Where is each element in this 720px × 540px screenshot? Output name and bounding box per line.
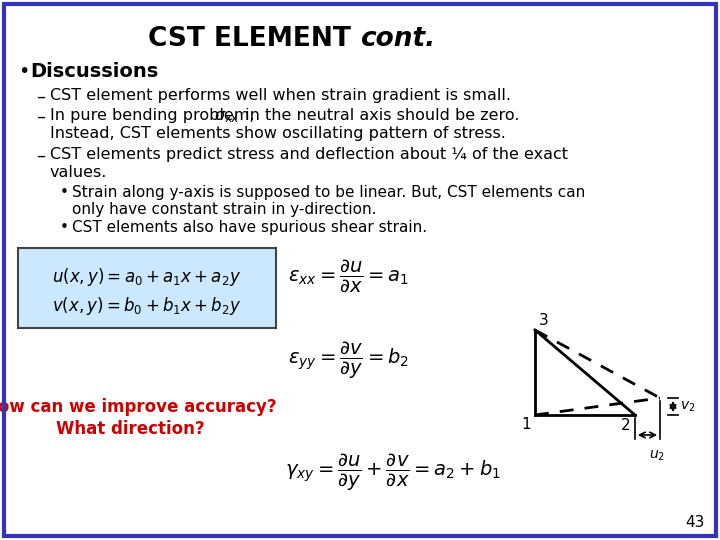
- Text: 1: 1: [521, 417, 531, 432]
- Text: $v_2$: $v_2$: [680, 399, 696, 414]
- Text: •: •: [60, 220, 69, 235]
- Bar: [18, 248, 276, 328]
- Text: 3: 3: [539, 313, 549, 328]
- Text: $\varepsilon_{yy} = \dfrac{\partial v}{\partial y} = b_2$: $\varepsilon_{yy} = \dfrac{\partial v}{\…: [288, 340, 409, 381]
- Text: $\gamma_{xy} = \dfrac{\partial u}{\partial y} + \dfrac{\partial v}{\partial x} =: $\gamma_{xy} = \dfrac{\partial u}{\parti…: [285, 452, 501, 493]
- Text: only have constant strain in y-direction.: only have constant strain in y-direction…: [72, 202, 377, 217]
- Text: $\varepsilon_{xx} = \dfrac{\partial u}{\partial x} = a_1$: $\varepsilon_{xx} = \dfrac{\partial u}{\…: [288, 258, 409, 294]
- Text: What direction?: What direction?: [55, 420, 204, 438]
- Text: 43: 43: [685, 515, 705, 530]
- Text: –: –: [36, 108, 45, 126]
- Text: σ: σ: [215, 108, 225, 123]
- Text: CST element performs well when strain gradient is small.: CST element performs well when strain gr…: [50, 88, 511, 103]
- Text: Instead, CST elements show oscillating pattern of stress.: Instead, CST elements show oscillating p…: [50, 126, 506, 141]
- Text: –: –: [36, 88, 45, 106]
- Text: $u(x, y) = a_0 + a_1 x + a_2 y$: $u(x, y) = a_0 + a_1 x + a_2 y$: [53, 266, 241, 288]
- Text: in the neutral axis should be zero.: in the neutral axis should be zero.: [240, 108, 520, 123]
- Text: •: •: [60, 185, 69, 200]
- Text: Strain along y-axis is supposed to be linear. But, CST elements can: Strain along y-axis is supposed to be li…: [72, 185, 585, 200]
- Text: Discussions: Discussions: [30, 62, 158, 81]
- Text: CST elements predict stress and deflection about ¼ of the exact: CST elements predict stress and deflecti…: [50, 147, 568, 162]
- Text: 2: 2: [621, 418, 631, 433]
- Text: CST ELEMENT: CST ELEMENT: [148, 26, 360, 52]
- Text: $v(x, y) = b_0 + b_1 x + b_2 y$: $v(x, y) = b_0 + b_1 x + b_2 y$: [53, 295, 242, 317]
- Text: values.: values.: [50, 165, 107, 180]
- Text: $u_2$: $u_2$: [649, 449, 665, 463]
- Text: cont.: cont.: [360, 26, 435, 52]
- Text: •: •: [18, 62, 30, 81]
- Text: How can we improve accuracy?: How can we improve accuracy?: [0, 398, 276, 416]
- Text: CST elements also have spurious shear strain.: CST elements also have spurious shear st…: [72, 220, 427, 235]
- Text: –: –: [36, 147, 45, 165]
- Text: In pure bending problem,: In pure bending problem,: [50, 108, 260, 123]
- Text: xx: xx: [225, 112, 239, 125]
